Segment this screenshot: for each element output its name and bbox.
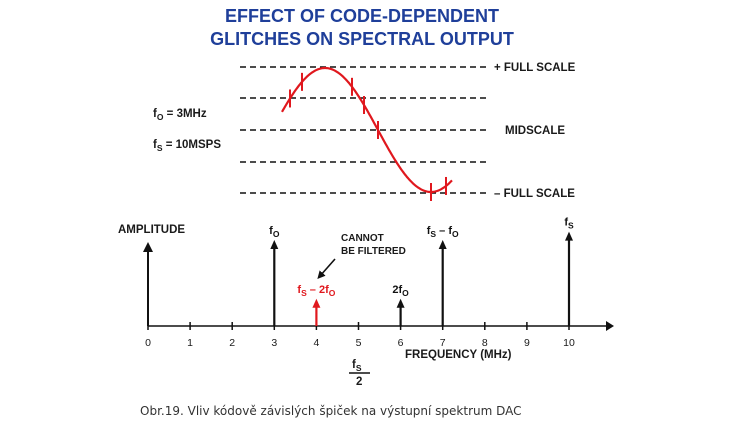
- frequency-tick-label: 4: [313, 337, 319, 349]
- level-lines: [240, 66, 488, 194]
- spectral-line-arrowhead: [270, 240, 279, 249]
- half-fs-denominator: 2: [356, 376, 362, 388]
- frequency-axis-label: FREQUENCY (MHz): [405, 349, 512, 361]
- frequency-tick-label: 9: [524, 337, 530, 349]
- fo-parameter: fO = 3MHz: [153, 108, 207, 122]
- spectral-line-arrowhead: [565, 231, 573, 241]
- minus-full-scale-label: – FULL SCALE: [494, 188, 575, 200]
- frequency-tick-labels: 0 1 2 3 4 5 6 7 8 9 10: [145, 337, 575, 349]
- frequency-tick-label: 2: [229, 337, 235, 349]
- frequency-tick-label: 3: [271, 337, 277, 349]
- frequency-tick-label: 5: [356, 337, 362, 349]
- frequency-tick-label: 6: [398, 337, 404, 349]
- frequency-tick-label: 7: [440, 337, 446, 349]
- annotation-line-1: CANNOT: [341, 233, 384, 244]
- spectrum-plot: AMPLITUDE 0 1 2 3 4 5 6 7 8 9 10 fO fS – 2fO 2fO fS –…: [118, 217, 614, 388]
- fs-parameter: fS = 10MSPS: [153, 139, 221, 153]
- frequency-tick-label: 10: [563, 337, 575, 349]
- plus-full-scale-label: + FULL SCALE: [494, 62, 576, 74]
- glitch-marks: [289, 72, 447, 201]
- amplitude-axis-label: AMPLITUDE: [118, 224, 185, 236]
- spectral-line-arrowhead: [312, 298, 321, 308]
- spectral-line-arrowhead: [396, 298, 405, 308]
- spectral-line-arrowhead: [438, 240, 447, 249]
- half-fs-numerator: fS: [352, 359, 362, 373]
- title-line-2: GLITCHES ON SPECTRAL OUTPUT: [210, 29, 514, 49]
- spectral-line-label: fO: [269, 225, 280, 239]
- spectral-line-labels: fO fS – 2fO 2fO fS – fO fS: [269, 217, 574, 298]
- figure-caption: Obr.19. Vliv kódově závislých špiček na …: [140, 404, 522, 418]
- spectral-line-label: fS – 2fO: [297, 284, 335, 298]
- annotation-arrow: [317, 258, 336, 279]
- spectral-line-label: 2fO: [392, 284, 409, 298]
- spectral-line-label: fS: [564, 217, 574, 231]
- frequency-tick-label: 1: [187, 337, 193, 349]
- title-line-1: EFFECT OF CODE-DEPENDENT: [225, 6, 499, 26]
- annotation-line-2: BE FILTERED: [341, 246, 406, 257]
- frequency-axis-arrowhead: [606, 321, 614, 331]
- spectral-lines: [270, 231, 573, 326]
- frequency-tick-label: 0: [145, 337, 151, 349]
- frequency-tick-label: 8: [482, 337, 488, 349]
- spectral-line-label: fS – fO: [427, 225, 459, 239]
- sine-waveform: [281, 66, 453, 201]
- sine-curve: [281, 66, 453, 194]
- half-fs-label: fS 2: [349, 359, 370, 388]
- midscale-label: MIDSCALE: [505, 125, 565, 137]
